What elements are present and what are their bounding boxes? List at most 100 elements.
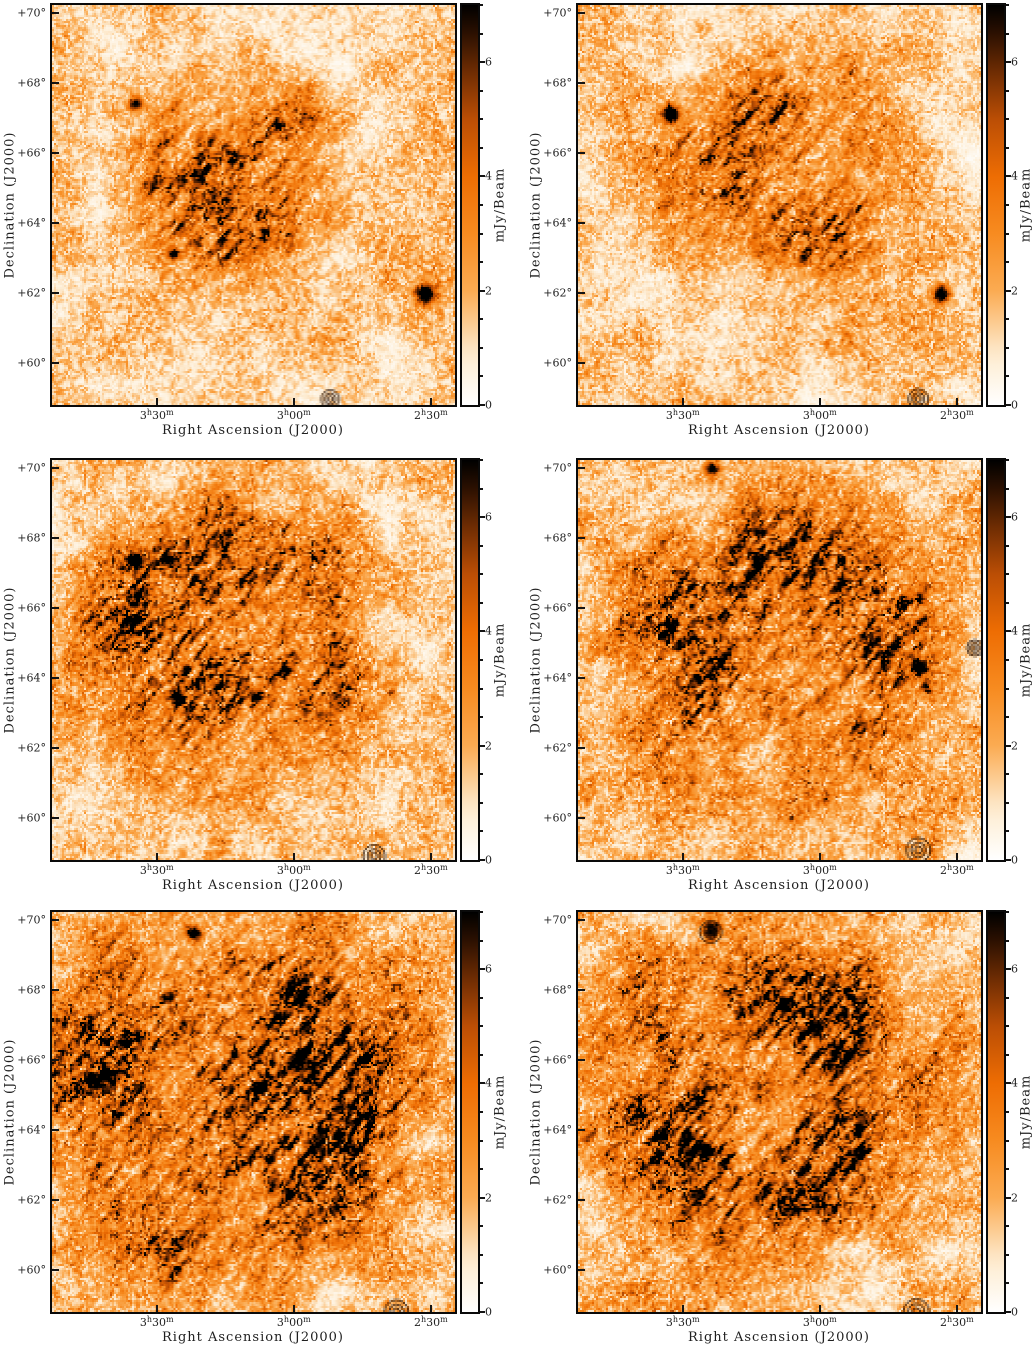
y-tick-label: +62°	[17, 1193, 46, 1207]
colorbar-tick-mark	[1006, 289, 1011, 292]
map-panel-top-left: Declination (J2000) +70° +68° +66° +64° +62°…	[0, 0, 517, 455]
y-tick-mark	[52, 1199, 59, 1201]
colorbar-tick-mark	[480, 175, 485, 178]
colorbar-tick-label: 0	[1011, 853, 1018, 867]
colorbar-tick-mark	[1006, 544, 1009, 547]
y-tick-mark	[578, 989, 585, 991]
colorbar-tick-mark	[1006, 404, 1011, 406]
colorbar-tick-label: 4	[485, 1076, 492, 1090]
y-tick-mark	[52, 467, 59, 469]
colorbar-tick-label: 4	[485, 169, 492, 183]
colorbar-gradient	[988, 912, 1004, 1312]
y-tick-mark	[578, 467, 585, 469]
radio-map-image	[52, 460, 455, 860]
y-tick-label: +66°	[17, 601, 46, 615]
x-tick-label: 3h00m	[802, 863, 837, 877]
y-tick-label: +64°	[17, 671, 46, 685]
colorbar-tick-mark	[480, 773, 483, 776]
y-tick-label: +62°	[543, 1193, 572, 1207]
x-tick-label: 2h30m	[939, 408, 974, 422]
x-tick-label: 3h00m	[802, 1315, 837, 1329]
y-tick-mark	[578, 817, 585, 819]
x-tick-label: 2h30m	[413, 863, 448, 877]
x-tick-mark	[429, 398, 432, 405]
colorbar-tick-mark	[480, 859, 485, 861]
y-tick-label: +60°	[543, 811, 572, 825]
colorbar-tick-mark	[1006, 1311, 1011, 1313]
colorbar-tick-mark	[1006, 1168, 1009, 1171]
colorbar-tick-label: 0	[485, 398, 492, 412]
colorbar-tick-mark	[1006, 1082, 1011, 1085]
x-axis-label: Right Ascension (J2000)	[687, 423, 871, 438]
colorbar	[460, 458, 480, 862]
y-tick-mark	[578, 1199, 585, 1201]
x-tick-label: 3h00m	[276, 408, 311, 422]
colorbar-tick-mark	[480, 939, 483, 942]
colorbar-tick-label: 2	[485, 284, 492, 298]
map-plot-area	[576, 910, 983, 1314]
colorbar-tick-mark	[1006, 204, 1009, 206]
colorbar-tick-mark	[1006, 516, 1011, 519]
colorbar-label: mJy/Beam	[1018, 1074, 1034, 1150]
y-tick-label: +60°	[17, 356, 46, 370]
colorbar-tick-label: 6	[485, 962, 492, 976]
colorbar-tick-mark	[480, 1311, 485, 1313]
colorbar-tick-mark	[1006, 1053, 1009, 1056]
colorbar-tick-mark	[480, 1139, 483, 1142]
colorbar-tick-mark	[1006, 996, 1009, 999]
x-tick-mark	[681, 1305, 684, 1312]
x-tick-label: 3h30m	[139, 863, 174, 877]
map-panel-middle-right: Declination (J2000) +70° +68° +66° +64° +62°…	[517, 455, 1035, 907]
colorbar-tick-mark	[1006, 459, 1009, 461]
colorbar-tick-mark	[1006, 4, 1009, 6]
colorbar-tick-mark	[480, 375, 483, 378]
map-plot-area	[50, 3, 457, 407]
y-tick-mark	[578, 82, 585, 84]
colorbar-tick-mark	[1006, 375, 1009, 378]
colorbar-tick-mark	[1006, 630, 1011, 633]
colorbar-tick-mark	[480, 996, 483, 999]
y-tick-label: +64°	[543, 671, 572, 685]
colorbar-tick-mark	[1006, 1253, 1009, 1256]
colorbar-tick-mark	[480, 1282, 483, 1285]
y-tick-mark	[578, 747, 585, 749]
map-plot-area	[576, 458, 983, 862]
colorbar-tick-mark	[1006, 1196, 1011, 1199]
x-tick-mark	[155, 1305, 158, 1312]
colorbar-tick-mark	[480, 404, 485, 406]
x-axis-label: Right Ascension (J2000)	[161, 1330, 345, 1345]
y-tick-label: +64°	[17, 216, 46, 230]
colorbar-tick-mark	[480, 1082, 485, 1085]
colorbar-tick-mark	[480, 801, 483, 804]
colorbar-tick-mark	[1006, 32, 1009, 35]
colorbar-tick-label: 0	[485, 853, 492, 867]
colorbar	[986, 3, 1006, 407]
x-tick-label: 3h00m	[276, 1315, 311, 1329]
colorbar-tick-mark	[1006, 261, 1009, 264]
y-tick-label: +60°	[543, 1263, 572, 1277]
y-tick-mark	[52, 989, 59, 991]
y-tick-mark	[578, 152, 585, 154]
x-axis-label: Right Ascension (J2000)	[687, 878, 871, 893]
colorbar-tick-mark	[480, 146, 483, 149]
colorbar-tick-mark	[480, 573, 483, 576]
colorbar-tick-mark	[480, 1168, 483, 1171]
x-tick-label: 2h30m	[939, 1315, 974, 1329]
x-tick-label: 3h30m	[665, 863, 700, 877]
y-tick-label: +66°	[543, 601, 572, 615]
y-tick-mark	[52, 747, 59, 749]
y-tick-mark	[578, 1269, 585, 1271]
colorbar-tick-mark	[480, 4, 483, 6]
x-tick-label: 3h00m	[802, 408, 837, 422]
x-tick-mark	[292, 853, 295, 860]
radio-map-image	[578, 460, 981, 860]
y-tick-mark	[52, 1129, 59, 1131]
x-tick-label: 3h00m	[276, 863, 311, 877]
colorbar-tick-mark	[1006, 487, 1009, 490]
colorbar-tick-mark	[1006, 659, 1009, 661]
colorbar-tick-mark	[1006, 1225, 1009, 1228]
colorbar-tick-mark	[1006, 601, 1009, 604]
colorbar-tick-mark	[480, 1225, 483, 1228]
colorbar-tick-mark	[480, 487, 483, 490]
colorbar-tick-mark	[1006, 346, 1009, 349]
